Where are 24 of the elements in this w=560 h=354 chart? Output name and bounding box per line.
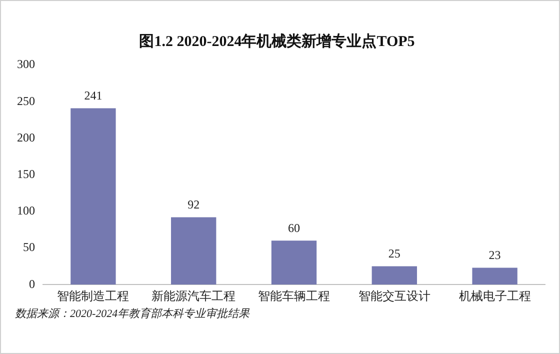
data-label: 92	[188, 197, 200, 212]
data-label: 25	[388, 246, 400, 260]
bar	[271, 240, 317, 285]
x-tick-label: 机械电子工程	[458, 288, 531, 303]
bar	[70, 108, 116, 285]
bar	[472, 268, 518, 285]
y-tick-label: 300	[17, 57, 35, 72]
y-tick-label: 50	[23, 240, 35, 254]
x-tick-label: 智能车辆工程	[258, 288, 330, 303]
x-tick-label: 新能源汽车工程	[152, 288, 236, 303]
source-note: 数据来源：2020-2024年教育部本科专业审批结果	[15, 307, 251, 320]
data-label: 23	[488, 248, 501, 262]
x-tick-label: 智能交互设计	[358, 288, 430, 303]
y-tick-label: 150	[17, 166, 35, 181]
data-label: 60	[288, 220, 300, 235]
y-tick-label: 100	[17, 204, 35, 218]
chart-title: 图1.2 2020-2024年机械类新增专业点TOP5	[139, 32, 415, 50]
y-tick-label: 250	[17, 94, 35, 108]
data-label: 241	[84, 88, 102, 102]
bar	[372, 266, 417, 285]
y-tick-label: 200	[17, 130, 35, 144]
y-tick-label: 0	[29, 276, 35, 291]
bar	[171, 217, 216, 285]
x-tick-label: 智能制造工程	[57, 288, 130, 303]
